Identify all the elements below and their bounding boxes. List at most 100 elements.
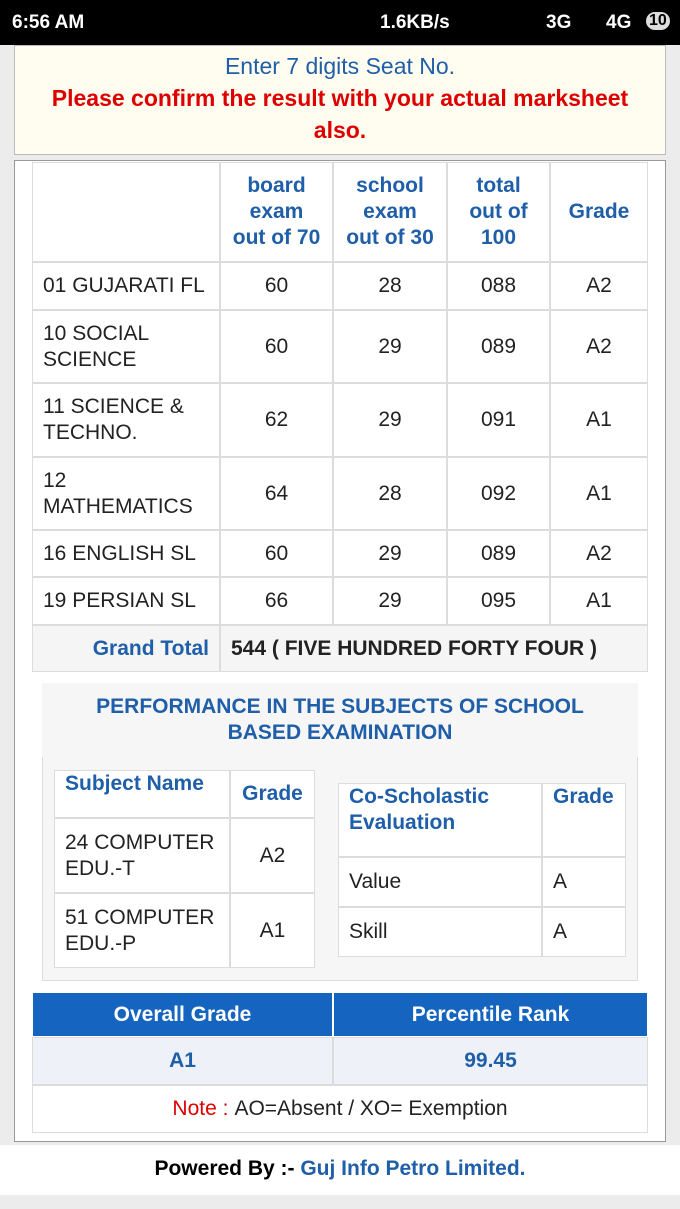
mark-cell: 089 [447, 530, 550, 577]
header-line: exam [249, 200, 304, 223]
table-cell: 24 COMPUTER EDU.-T [54, 818, 230, 893]
cell-text: 60 [264, 274, 289, 297]
mark-cell: 29 [333, 530, 447, 577]
mark-cell: A1 [550, 457, 648, 530]
mark-cell: 66 [220, 577, 333, 625]
cell-text: Skill [349, 920, 388, 943]
cell-text: 29 [378, 408, 402, 431]
note: Note : AO=Absent / XO= Exemption [32, 1085, 648, 1133]
cell-text: 11 SCIENCE & TECHNO. [43, 395, 184, 444]
cell-text: A [553, 920, 568, 943]
cell-text: 088 [480, 274, 517, 297]
subject-cell: 01 GUJARATI FL [32, 262, 220, 310]
table-cell: A [542, 907, 626, 957]
mark-cell: 29 [333, 383, 447, 457]
footer: Powered By :- Guj Info Petro Limited. [0, 1145, 680, 1195]
battery: 10 [646, 12, 670, 30]
instruction: Enter 7 digits Seat No. [224, 53, 456, 79]
powered-label: Powered By :- [154, 1157, 295, 1180]
network: 4G [606, 12, 632, 33]
cell-text: 01 GUJARATI FL [43, 274, 205, 297]
grand-total-value: 544 ( FIVE HUNDRED FORTY FOUR ) [220, 625, 648, 672]
cell-text: Grade [553, 785, 614, 808]
column-header [32, 162, 220, 262]
notice-box: Enter 7 digits Seat No. Please confirm t… [14, 45, 666, 155]
column-header: Overall Grade [32, 992, 333, 1037]
cell-text: 66 [264, 589, 289, 612]
section-title: PERFORMANCE IN THE SUBJECTS OF SCHOOL BA… [42, 683, 638, 757]
header-line: exam [363, 200, 417, 223]
header-line: Grade [568, 200, 630, 223]
cell-text: 62 [264, 408, 289, 431]
cell-text: 29 [378, 334, 402, 358]
cell-text: 28 [378, 481, 402, 505]
mark-cell: 28 [333, 457, 447, 530]
mark-cell: A1 [550, 383, 648, 457]
table-cell: A1 [230, 893, 315, 968]
cell-text: Percentile Rank [411, 1002, 570, 1026]
cell-text: 24 COMPUTER EDU.-T [65, 830, 215, 880]
cell-text: A1 [169, 1049, 196, 1072]
company[interactable]: Guj Info Petro Limited. [300, 1157, 526, 1180]
table-cell: A2 [230, 818, 315, 893]
column-header: school exam out of 30 [333, 162, 447, 262]
table-cell: A [542, 857, 626, 907]
mark-cell: 60 [220, 262, 333, 310]
mark-cell: 088 [447, 262, 550, 310]
table-cell: Value [338, 857, 542, 907]
cell-text: A1 [586, 589, 612, 612]
mark-cell: 29 [333, 310, 447, 383]
cell-text: A2 [586, 541, 612, 565]
network: 3G [546, 12, 572, 33]
header-line: out of [469, 200, 528, 223]
subject-cell: 19 PERSIAN SL [32, 577, 220, 625]
header-line: out of 70 [232, 226, 321, 249]
grand-total-label: Grand Total [32, 625, 220, 672]
cell-text: 16 ENGLISH SL [43, 541, 196, 565]
mark-cell: 089 [447, 310, 550, 383]
cell-text: A2 [586, 274, 612, 297]
mark-cell: 091 [447, 383, 550, 457]
cell-text: A2 [586, 334, 612, 358]
mark-cell: 29 [333, 577, 447, 625]
cell-text: PERFORMANCE IN THE SUBJECTS OF SCHOOL BA… [96, 695, 584, 744]
cell-text: Value [349, 870, 402, 893]
header-line: total [476, 174, 521, 197]
column-header: Subject Name [54, 770, 230, 818]
column-header: Grade [542, 783, 626, 857]
mark-cell: 092 [447, 457, 550, 530]
subject-cell: 10 SOCIAL SCIENCE [32, 310, 220, 383]
cell-text: Grade [242, 782, 303, 805]
cell-text: 092 [480, 481, 517, 505]
cell-text: 089 [480, 541, 517, 565]
note-text: AO=Absent / XO= Exemption [234, 1097, 508, 1120]
table-cell: Skill [338, 907, 542, 957]
cell-text: 091 [480, 408, 517, 431]
cell-text: Co-Scholastic Evaluation [349, 785, 490, 834]
cell-text: 64 [264, 481, 289, 505]
cell-text: 089 [480, 334, 517, 358]
cell-text: A [553, 870, 568, 893]
cell-text: 10 SOCIAL SCIENCE [43, 321, 149, 371]
cell-text: A2 [259, 843, 286, 867]
cell-text: 60 [264, 541, 289, 565]
cell-text: 60 [264, 334, 289, 358]
cell-text: Note : [172, 1097, 229, 1120]
mark-cell: A2 [550, 530, 648, 577]
subject-cell: 11 SCIENCE & TECHNO. [32, 383, 220, 457]
mark-cell: 60 [220, 530, 333, 577]
column-header: board exam out of 70 [220, 162, 333, 262]
cell-text: Overall Grade [113, 1002, 252, 1026]
column-header: total out of 100 [447, 162, 550, 262]
speed: 1.6KB/s [380, 12, 450, 33]
table-cell: 51 COMPUTER EDU.-P [54, 893, 230, 968]
mark-cell: 28 [333, 262, 447, 310]
overall-value: 99.45 [333, 1037, 648, 1085]
column-header: Percentile Rank [333, 992, 648, 1037]
cell-text: 29 [378, 589, 402, 612]
mark-cell: A2 [550, 310, 648, 383]
cell-text: 095 [480, 589, 517, 612]
header-line: board [247, 174, 306, 197]
cell-text: 28 [378, 274, 402, 297]
cell-text: 544 ( FIVE HUNDRED FORTY FOUR ) [231, 636, 597, 660]
